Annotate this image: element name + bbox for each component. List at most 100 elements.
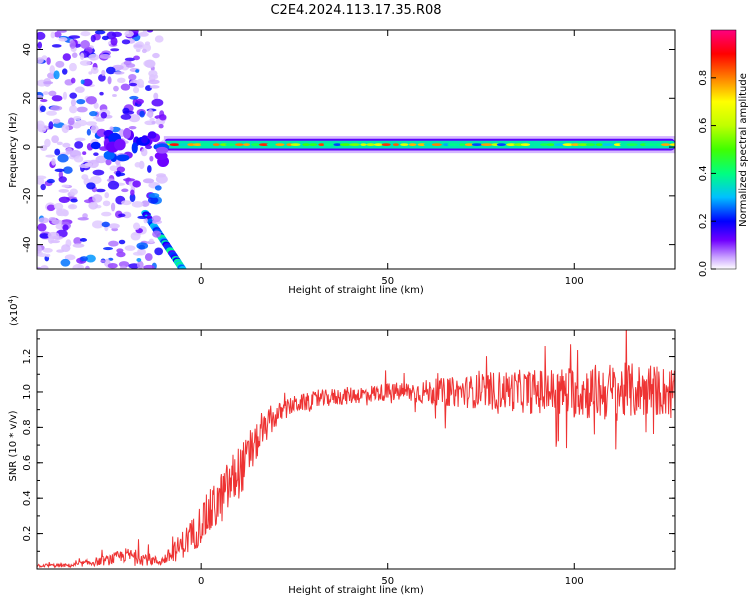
carrier-core <box>333 143 342 147</box>
carrier-core <box>553 143 566 147</box>
noise-blob <box>93 102 99 109</box>
x-tick-label: 100 <box>565 576 584 587</box>
noise-blob <box>50 105 63 111</box>
noise-blob <box>112 93 117 97</box>
noise-blob <box>111 31 122 38</box>
colorbar-label: Normalized spectral amplitude <box>738 73 749 227</box>
carrier-core <box>266 143 278 147</box>
carrier-core <box>443 143 450 147</box>
noise-blob <box>86 128 91 136</box>
carrier-core <box>546 143 555 147</box>
noise-blob <box>141 135 148 144</box>
noise-blob <box>79 60 92 66</box>
carrier-core <box>392 143 399 147</box>
carrier-core <box>169 143 180 147</box>
noise-blob <box>45 154 56 158</box>
noise-blob <box>158 124 164 129</box>
y-tick-label: 0.2 <box>22 526 33 542</box>
noise-blob <box>61 184 70 188</box>
noise-blob <box>132 86 140 94</box>
carrier-core <box>655 143 663 147</box>
noise-blob <box>155 174 168 184</box>
noise-blob <box>63 166 73 174</box>
noise-blob <box>69 62 77 72</box>
noise-blob <box>75 119 88 127</box>
noise-blob <box>98 74 106 82</box>
noise-blob <box>95 188 106 193</box>
noise-blob <box>49 65 55 74</box>
snr-y-multiplier: (x104) <box>7 295 20 326</box>
noise-blob <box>57 153 69 163</box>
noise-blob <box>100 259 106 263</box>
noise-blob <box>43 81 54 85</box>
y-tick-label: 1.0 <box>22 384 33 400</box>
noise-blob <box>39 105 46 113</box>
noise-blob <box>154 151 168 160</box>
noise-blob <box>122 211 132 219</box>
noise-blob <box>131 142 138 154</box>
noise-blob <box>68 35 81 39</box>
noise-blob <box>130 231 141 241</box>
noise-blob <box>134 162 141 168</box>
noise-blob <box>44 138 51 148</box>
noise-blob <box>116 154 130 162</box>
noise-blob <box>42 248 53 253</box>
noise-blob <box>58 188 70 193</box>
y-tick-label: 0.4 <box>22 490 33 506</box>
noise-blob <box>94 30 106 35</box>
noise-blob <box>70 77 76 84</box>
noise-blob <box>92 169 105 176</box>
noise-blob <box>119 265 128 269</box>
noise-blob <box>149 155 154 162</box>
carrier-core <box>290 143 301 147</box>
carrier-core <box>531 143 541 147</box>
noise-blob <box>154 247 164 256</box>
spectrogram-y-label: Frequency (Hz) <box>8 112 19 188</box>
noise-blob <box>148 238 154 244</box>
noise-blob <box>120 83 131 91</box>
noise-blob <box>76 106 88 113</box>
snr-y-label: SNR (10 * v/v) <box>8 410 19 481</box>
noise-blob <box>149 85 160 89</box>
y-tick-label: 1.2 <box>22 349 33 365</box>
carrier-core <box>585 143 596 147</box>
noise-blob <box>80 40 90 49</box>
noise-blob <box>118 261 130 268</box>
y-tick-label: 40 <box>22 43 33 56</box>
noise-blob <box>62 91 68 100</box>
carrier-core <box>373 143 383 147</box>
noise-blob <box>152 230 162 238</box>
spectrogram-panel: 0 50 100 -40 -20 0 20 40 Height of straight li… <box>8 29 676 296</box>
noise-blob <box>88 53 100 61</box>
snr-series-line <box>37 330 675 569</box>
noise-blob <box>54 168 65 172</box>
noise-blob <box>80 31 91 37</box>
carrier-core <box>431 143 442 147</box>
carrier-core <box>192 143 203 147</box>
noise-blob <box>55 223 64 230</box>
noise-blob <box>46 57 51 65</box>
noise-blob <box>55 208 63 217</box>
carrier-core <box>360 143 367 147</box>
noise-blob <box>147 131 157 139</box>
noise-blob <box>129 95 139 100</box>
carrier-core <box>491 143 500 147</box>
x-tick-label: 50 <box>381 576 394 587</box>
carrier-core <box>471 143 483 147</box>
carrier-core <box>275 143 285 147</box>
spectrogram-heatmap <box>37 30 675 269</box>
carrier-core <box>323 143 334 147</box>
noise-blob <box>110 202 116 212</box>
spectrogram-x-label: Height of straight line (km) <box>288 285 424 296</box>
noise-blob <box>107 262 118 269</box>
noise-blob <box>143 264 155 269</box>
noise-blob <box>85 96 97 105</box>
noise-blob <box>116 251 126 258</box>
noise-blob <box>136 258 142 262</box>
noise-blob <box>132 180 141 188</box>
noise-blob <box>139 110 145 118</box>
carrier-core <box>408 143 417 147</box>
colorbar-gradient <box>710 29 737 270</box>
carrier-core <box>366 143 376 147</box>
noise-blob <box>58 176 67 183</box>
